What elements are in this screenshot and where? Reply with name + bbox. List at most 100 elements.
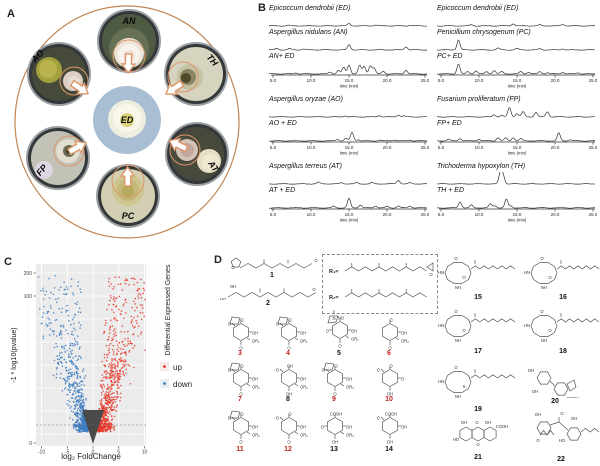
svg-text:O: O — [401, 377, 405, 382]
panel-a-label: A — [7, 8, 15, 20]
chromatogram-trace: 5.0 10.0 15.0 20.0 25.0 time (min) — [269, 64, 429, 89]
panel-chromatograms: B Epicoccum dendrobii (ED) Aspergillus ni… — [255, 0, 600, 252]
arrow-AN-to-ED — [120, 53, 137, 75]
axis-ticks: 200 100 0 -10 -5 0 5 10 — [24, 271, 148, 456]
arrow-PC-to-ED — [119, 165, 136, 187]
petri-dish-AO: AO — [27, 42, 91, 106]
panel-c-label: C — [4, 256, 12, 268]
chromatogram-column-left: Epicoccum dendrobii (ED) Aspergillus nidu… — [269, 4, 431, 223]
svg-text:O: O — [429, 272, 433, 277]
svg-text:15.0: 15.0 — [513, 212, 522, 217]
svg-text:5.0: 5.0 — [270, 145, 277, 150]
compound-structure: O O O OH — [377, 364, 405, 397]
svg-text:OH: OH — [401, 331, 407, 336]
svg-text:HO: HO — [220, 297, 227, 300]
compound-structure: OH O OH COOH HO O — [453, 420, 509, 447]
svg-text:O: O — [314, 258, 318, 263]
svg-text:O: O — [462, 328, 466, 333]
svg-text:25.0: 25.0 — [421, 78, 429, 83]
svg-text:OR₂: OR₂ — [346, 433, 354, 438]
trace-title: AO + ED — [269, 120, 297, 127]
svg-text:15.0: 15.0 — [345, 212, 354, 217]
svg-text:S: S — [463, 384, 466, 389]
svg-text:OR₂: OR₂ — [300, 385, 308, 390]
svg-text:O: O — [388, 346, 392, 351]
svg-text:-5: -5 — [65, 450, 70, 456]
svg-text:100: 100 — [24, 294, 33, 300]
chromatogram-trace: 5.0 10.0 15.0 20.0 25.0 time (min) — [437, 198, 597, 223]
svg-text:25.0: 25.0 — [421, 212, 429, 217]
legend-dot-down — [163, 382, 166, 385]
trace-title: Penicillium chrysogenum (PC) — [437, 29, 531, 36]
compound-number-15: 15 — [474, 294, 482, 301]
y-axis-label: -1 * log10(pvalue) — [11, 327, 18, 382]
svg-text:OH: OH — [300, 331, 306, 336]
svg-text:HN: HN — [524, 270, 530, 275]
svg-text:10.0: 10.0 — [307, 145, 316, 150]
compound-1: OOO1 — [224, 254, 320, 280]
compound-10: O O O OH 10 — [368, 360, 410, 404]
svg-text:O: O — [231, 265, 235, 270]
svg-text:OR₁: OR₁ — [351, 337, 359, 342]
svg-text:25.0: 25.0 — [589, 145, 597, 150]
svg-text:O: O — [389, 364, 393, 369]
svg-text:O: O — [276, 322, 280, 327]
svg-text:O: O — [540, 309, 544, 314]
cocultivation-circle-diagram: AN TH AT PC FP AO ED — [14, 5, 240, 239]
svg-text:O: O — [288, 318, 292, 323]
compound-3: O O OH OR₁ O 3 — [218, 314, 262, 358]
svg-text:5.0: 5.0 — [438, 78, 445, 83]
compound-structure: OH O OH HO O — [535, 411, 600, 443]
svg-text:OH: OH — [387, 392, 393, 397]
dish-label-PC: PC — [122, 211, 135, 221]
svg-text:O: O — [239, 440, 243, 445]
svg-text:time (min): time (min) — [508, 151, 527, 156]
compound-number-6: 6 — [387, 350, 391, 357]
compound-number-20: 20 — [551, 398, 559, 405]
compound-number-4: 4 — [286, 350, 290, 357]
svg-text:O: O — [560, 411, 564, 416]
svg-text:HN: HN — [438, 270, 444, 275]
svg-text:25.0: 25.0 — [589, 212, 597, 217]
svg-text:O: O — [276, 368, 280, 373]
svg-text:O: O — [287, 440, 291, 445]
svg-text:NH: NH — [455, 338, 461, 343]
svg-text:O: O — [326, 329, 330, 334]
legend-dot-up — [163, 365, 166, 368]
compound-number-11: 11 — [236, 446, 244, 453]
compound-number-16: 16 — [559, 294, 567, 301]
svg-text:10.0: 10.0 — [307, 78, 316, 83]
svg-text:time (min): time (min) — [340, 151, 359, 156]
panel-b-label: B — [258, 2, 266, 14]
trace-title: Fusarium proliferatum (FP) — [437, 96, 521, 103]
svg-text:20.0: 20.0 — [383, 145, 392, 150]
svg-text:time (min): time (min) — [508, 218, 527, 223]
compound-4: O O OH OR₁ O 4 — [266, 314, 310, 358]
compound-5: N HO O OH OR₁ O 5 — [312, 310, 366, 358]
svg-text:COOH: COOH — [496, 424, 509, 429]
svg-text:OH: OH — [485, 420, 491, 425]
compound-2: HOOHOO2 — [216, 280, 320, 308]
compound-11: O O OH OR₂ O 11 — [218, 406, 262, 454]
svg-text:20.0: 20.0 — [383, 212, 392, 217]
svg-text:N: N — [332, 316, 335, 321]
compound-18: HN O NH O 18 — [522, 304, 600, 356]
compound-structure: COOH O OH OH — [377, 412, 408, 445]
chromatogram-trace: 5.0 10.0 15.0 20.0 25.0 time (min) — [437, 64, 597, 89]
chromatogram-trace: 5.0 10.0 15.0 20.0 25.0 time (min) — [437, 132, 597, 156]
svg-text:15.0: 15.0 — [345, 78, 354, 83]
svg-text:0: 0 — [92, 450, 95, 456]
arrow-AO-to-ED — [69, 79, 90, 95]
svg-text:O: O — [536, 438, 540, 443]
trace-title: Trichoderma hypoxylon (TH) — [437, 163, 526, 170]
trace-title: Epicoccum dendrobii (ED) — [437, 5, 519, 12]
svg-text:O: O — [312, 287, 316, 292]
svg-text:20.0: 20.0 — [383, 78, 392, 83]
r-group-chains: R₁= O R₂= — [329, 262, 433, 301]
compound-13: COOH O OH OR₂ OH 13 — [312, 406, 356, 454]
svg-text:O: O — [338, 344, 342, 349]
